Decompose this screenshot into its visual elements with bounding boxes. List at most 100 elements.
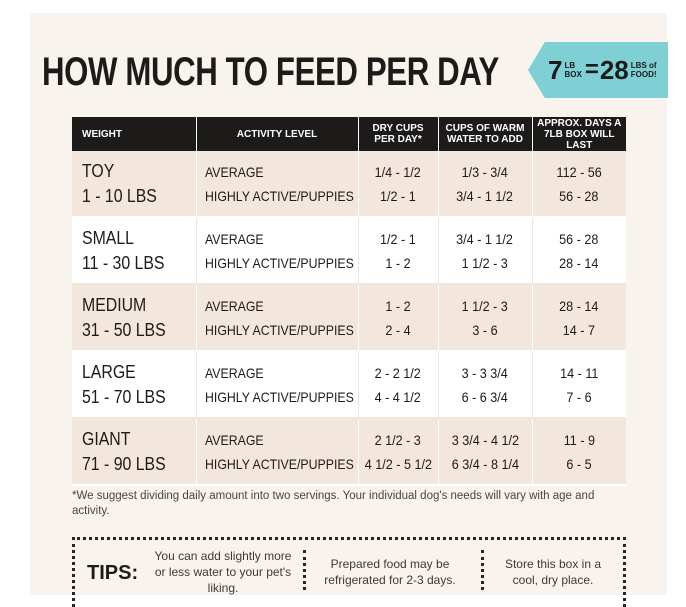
activity-high: HIGHLY ACTIVE/PUPPIES (204, 388, 354, 405)
weight-range: 11 - 30 LBS (82, 252, 165, 273)
tip-storage: Store this box in a cool, dry place. (504, 557, 602, 587)
water-cups-high: 3 - 6 (472, 321, 498, 338)
table-header-row: WEIGHT ACTIVITY LEVEL DRY CUPS PER DAY* … (72, 117, 626, 151)
activity-high: HIGHLY ACTIVE/PUPPIES (204, 321, 354, 338)
water-cups-high: 6 - 6 3/4 (461, 388, 509, 405)
activity-high: HIGHLY ACTIVE/PUPPIES (204, 455, 354, 472)
days-cell: 11 - 9 6 - 5 (532, 418, 626, 486)
activity-cell: AVERAGE HIGHLY ACTIVE/PUPPIES (196, 151, 359, 218)
activity-cell: AVERAGE HIGHLY ACTIVE/PUPPIES (196, 284, 359, 352)
dry-cups-average: 2 1/2 - 3 (374, 431, 422, 448)
table-row: SMALL 11 - 30 LBS AVERAGE HIGHLY ACTIVE/PUP… (72, 217, 626, 285)
days-cell: 56 - 28 28 - 14 (532, 217, 626, 285)
footnote: *We suggest dividing daily amount into t… (72, 490, 595, 517)
days-average: 28 - 14 (559, 297, 599, 314)
weight-range: 1 - 10 LBS (82, 185, 157, 206)
tips-divider (481, 550, 484, 590)
days-cell: 28 - 14 14 - 7 (532, 284, 626, 352)
dry-cups-cell: 1 - 2 2 - 4 (358, 284, 439, 352)
dry-cups-cell: 2 - 2 1/2 4 - 4 1/2 (358, 351, 439, 419)
header-activity-level: ACTIVITY LEVEL (196, 117, 359, 151)
days-average: 14 - 11 (560, 364, 599, 381)
water-cups-cell: 3 - 3 3/4 6 - 6 3/4 (438, 351, 533, 419)
water-cups-average: 1/3 - 3/4 (461, 163, 509, 180)
dry-cups-average: 1/2 - 1 (380, 230, 416, 247)
dry-cups-cell: 2 1/2 - 3 4 1/2 - 5 1/2 (358, 418, 439, 486)
weight-cell: GIANT 71 - 90 LBS (72, 418, 197, 486)
tips-box: TIPS: You can add slightly more or less … (72, 537, 626, 607)
table-row: GIANT 71 - 90 LBS AVERAGE HIGHLY ACTIVE/PUP… (72, 418, 626, 486)
dry-cups-cell: 1/2 - 1 1 - 2 (358, 217, 439, 285)
days-high: 28 - 14 (559, 254, 599, 271)
banner-left-bottom: BOX (564, 70, 582, 79)
days-cell: 14 - 11 7 - 6 (532, 351, 626, 419)
banner-right-number: 28 (599, 55, 629, 85)
activity-average: AVERAGE (204, 163, 264, 180)
tip-water: You can add slightly more or less water … (154, 549, 292, 595)
weight-cell: SMALL 11 - 30 LBS (72, 217, 197, 285)
water-cups-average: 3 - 3 3/4 (461, 364, 509, 381)
weight-range: 31 - 50 LBS (82, 319, 166, 340)
activity-cell: AVERAGE HIGHLY ACTIVE/PUPPIES (196, 418, 359, 486)
table-row: MEDIUM 31 - 50 LBS AVERAGE HIGHLY ACTIVE/PU… (72, 284, 626, 352)
dry-cups-cell: 1/4 - 1/2 1/2 - 1 (358, 151, 439, 218)
size-label: GIANT (82, 428, 131, 449)
days-high: 14 - 7 (563, 321, 596, 338)
dry-cups-high: 2 - 4 (385, 321, 411, 338)
activity-cell: AVERAGE HIGHLY ACTIVE/PUPPIES (196, 351, 359, 419)
size-label: TOY (82, 160, 115, 181)
banner-left-number: 7 (548, 55, 563, 85)
dry-cups-average: 2 - 2 1/2 (374, 364, 422, 381)
banner-right-bottom: FOOD! (630, 70, 657, 79)
weight-cell: LARGE 51 - 70 LBS (72, 351, 197, 419)
days-average: 11 - 9 (563, 431, 595, 448)
days-high: 6 - 5 (566, 455, 592, 472)
dry-cups-average: 1/4 - 1/2 (374, 163, 422, 180)
header-dry-cups: DRY CUPS PER DAY* (358, 117, 439, 151)
days-high: 56 - 28 (559, 187, 599, 204)
days-average: 112 - 56 (556, 163, 602, 180)
size-label: SMALL (82, 227, 134, 248)
water-cups-cell: 3 3/4 - 4 1/2 6 3/4 - 8 1/4 (438, 418, 533, 486)
weight-range: 71 - 90 LBS (82, 453, 166, 474)
dry-cups-average: 1 - 2 (385, 297, 411, 314)
activity-average: AVERAGE (204, 230, 264, 247)
water-cups-average: 3/4 - 1 1/2 (456, 230, 514, 247)
box-yield-banner: 7 LB BOX = 28 LBS of FOOD! (528, 42, 668, 98)
size-label: LARGE (82, 361, 136, 382)
tips-label: TIPS: (87, 562, 139, 584)
header-water-cups: CUPS OF WARM WATER TO ADD (438, 117, 533, 151)
activity-average: AVERAGE (204, 431, 264, 448)
tips-divider (303, 550, 306, 590)
water-cups-high: 3/4 - 1 1/2 (456, 187, 514, 204)
activity-cell: AVERAGE HIGHLY ACTIVE/PUPPIES (196, 217, 359, 285)
feeding-table: WEIGHT ACTIVITY LEVEL DRY CUPS PER DAY* … (72, 117, 626, 486)
water-cups-cell: 1/3 - 3/4 3/4 - 1 1/2 (438, 151, 533, 218)
activity-high: HIGHLY ACTIVE/PUPPIES (204, 254, 354, 271)
days-cell: 112 - 56 56 - 28 (532, 151, 626, 218)
dry-cups-high: 4 - 4 1/2 (374, 388, 422, 405)
weight-cell: MEDIUM 31 - 50 LBS (72, 284, 197, 352)
water-cups-cell: 1 1/2 - 3 3 - 6 (438, 284, 533, 352)
banner-left-top: LB (564, 61, 576, 70)
water-cups-average: 3 3/4 - 4 1/2 (451, 431, 519, 448)
days-high: 7 - 6 (566, 388, 592, 405)
size-label: MEDIUM (82, 294, 147, 315)
water-cups-high: 6 3/4 - 8 1/4 (451, 455, 519, 472)
weight-range: 51 - 70 LBS (82, 386, 166, 407)
header-days-last: APPROX. DAYS A 7LB BOX WILL LAST (532, 117, 626, 151)
weight-cell: TOY 1 - 10 LBS (72, 151, 197, 218)
table-row: TOY 1 - 10 LBS AVERAGE HIGHLY ACTIVE/PUPPIE… (72, 151, 626, 218)
dry-cups-high: 1 - 2 (385, 254, 411, 271)
activity-average: AVERAGE (204, 297, 264, 314)
table-row: LARGE 51 - 70 LBS AVERAGE HIGHLY ACTIVE/PUP… (72, 351, 626, 419)
header-weight: WEIGHT (72, 117, 197, 151)
banner-left-units: LB BOX (564, 61, 581, 79)
banner-equals: = (584, 56, 599, 83)
water-cups-high: 1 1/2 - 3 (461, 254, 509, 271)
water-cups-average: 1 1/2 - 3 (461, 297, 509, 314)
water-cups-cell: 3/4 - 1 1/2 1 1/2 - 3 (438, 217, 533, 285)
dry-cups-high: 4 1/2 - 5 1/2 (364, 455, 432, 472)
dry-cups-high: 1/2 - 1 (380, 187, 416, 204)
activity-high: HIGHLY ACTIVE/PUPPIES (204, 187, 354, 204)
